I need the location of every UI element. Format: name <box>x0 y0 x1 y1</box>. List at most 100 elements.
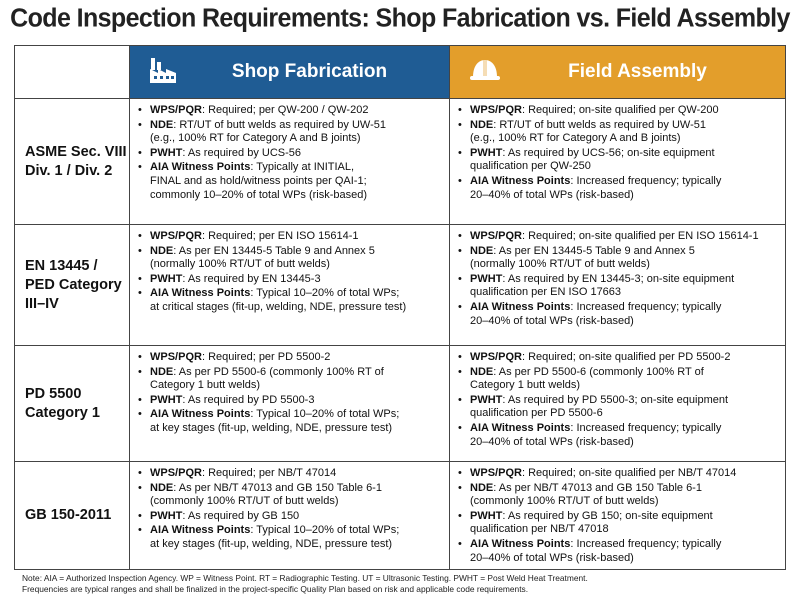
item-text: : As required by GB 150 <box>182 509 300 522</box>
row-code-label: GB 150-2011 <box>15 462 130 569</box>
item-term: PWHT <box>470 272 503 285</box>
item-text: : RT/UT of butt welds as required by UW-… <box>470 118 706 145</box>
table-row: PD 5500 Category 1 WPS/PQR: Required; pe… <box>15 345 785 461</box>
field-cell: WPS/PQR: Required; on-site qualified per… <box>450 99 785 224</box>
item-text: : Increased frequency; typically 20–40% … <box>470 421 722 448</box>
item-term: PWHT <box>150 393 183 406</box>
item-term: NDE <box>470 365 494 378</box>
item-term: PWHT <box>150 272 183 285</box>
item-term: PWHT <box>470 146 503 159</box>
footnote-line: Frequencies are typical ranges and shall… <box>22 584 529 594</box>
item-term: AIA Witness Points <box>470 300 571 313</box>
item-text: : Required; per PD 5500-2 <box>201 351 331 363</box>
item-term: NDE <box>150 244 174 257</box>
item-term: WPS/PQR <box>470 104 522 116</box>
item-text: : As per PD 5500-6 (commonly 100% RT of … <box>150 365 384 392</box>
list-item: WPS/PQR: Required; per EN ISO 15614-1 <box>138 230 443 244</box>
item-text: : Required; per NB/T 47014 <box>201 467 337 479</box>
item-term: WPS/PQR <box>150 230 202 242</box>
item-text: : Typical 10–20% of total WPs; at key st… <box>150 408 400 434</box>
list-item: WPS/PQR: Required; on-site qualified per… <box>458 351 779 365</box>
header-corner-cell <box>15 46 130 98</box>
list-item: AIA Witness Points: Increased frequency;… <box>458 422 779 449</box>
item-term: NDE <box>150 365 174 378</box>
list-item: PWHT: As required by EN 13445-3 <box>138 273 443 287</box>
item-term: WPS/PQR <box>150 351 202 363</box>
list-item: NDE: As per NB/T 47013 and GB 150 Table … <box>138 482 443 509</box>
item-text: : As per EN 13445-5 Table 9 and Annex 5 … <box>150 244 375 271</box>
item-term: NDE <box>470 118 494 131</box>
item-term: WPS/PQR <box>150 104 202 116</box>
page-title: Code Inspection Requirements: Shop Fabri… <box>10 3 790 33</box>
item-text: : Required; per QW-200 / QW-202 <box>201 104 369 116</box>
list-item: WPS/PQR: Required; on-site qualified per… <box>458 230 779 244</box>
list-item: AIA Witness Points: Typical 10–20% of to… <box>138 408 443 435</box>
item-text: : As required by GB 150; on-site equipme… <box>470 509 713 536</box>
header-field-label: Field Assembly <box>568 61 707 82</box>
header-shop-fabrication: Shop Fabrication <box>130 46 450 98</box>
item-term: PWHT <box>470 509 503 522</box>
shop-cell: WPS/PQR: Required; per NB/T 47014 NDE: A… <box>130 462 450 569</box>
item-text: : As required by EN 13445-3; on-site equ… <box>470 272 735 299</box>
list-item: PWHT: As required by UCS-56; on-site equ… <box>458 147 779 174</box>
footnote-line: Note: AIA = Authorized Inspection Agency… <box>22 573 588 583</box>
item-term: WPS/PQR <box>470 467 522 479</box>
list-item: WPS/PQR: Required; per PD 5500-2 <box>138 351 443 365</box>
item-text: : As required by UCS-56 <box>182 146 302 159</box>
field-cell: WPS/PQR: Required; on-site qualified per… <box>450 462 785 569</box>
row-code-label: ASME Sec. VIII Div. 1 / Div. 2 <box>15 99 130 224</box>
item-term: AIA Witness Points <box>470 174 571 187</box>
item-text: : As per NB/T 47013 and GB 150 Table 6-1… <box>150 481 382 508</box>
item-term: PWHT <box>150 509 183 522</box>
item-term: WPS/PQR <box>470 230 522 242</box>
item-term: NDE <box>150 118 174 131</box>
item-term: PWHT <box>470 393 503 406</box>
header-shop-label: Shop Fabrication <box>231 61 388 82</box>
list-item: PWHT: As required by PD 5500-3; on-site … <box>458 394 779 421</box>
row-code-label: EN 13445 / PED Category III–IV <box>15 225 130 345</box>
shop-cell: WPS/PQR: Required; per PD 5500-2 NDE: As… <box>130 346 450 461</box>
item-text: : As per EN 13445-5 Table 9 and Annex 5 … <box>470 244 695 271</box>
list-item: NDE: As per PD 5500-6 (commonly 100% RT … <box>138 366 443 393</box>
item-term: AIA Witness Points <box>470 537 571 550</box>
list-item: PWHT: As required by EN 13445-3; on-site… <box>458 273 779 300</box>
item-text: : As required by UCS-56; on-site equipme… <box>470 146 715 173</box>
list-item: AIA Witness Points: Increased frequency;… <box>458 175 779 202</box>
row-code-label: PD 5500 Category 1 <box>15 346 130 461</box>
item-term: WPS/PQR <box>150 467 202 479</box>
table-row: EN 13445 / PED Category III–IV WPS/PQR: … <box>15 224 785 345</box>
list-item: AIA Witness Points: Increased frequency;… <box>458 538 779 565</box>
list-item: NDE: RT/UT of butt welds as required by … <box>458 119 779 146</box>
hard-hat-icon <box>468 55 502 91</box>
shop-cell: WPS/PQR: Required; per QW-200 / QW-202 N… <box>130 99 450 224</box>
list-item: PWHT: As required by GB 150; on-site equ… <box>458 510 779 537</box>
list-item: NDE: RT/UT of butt welds as required by … <box>138 119 443 146</box>
item-text: : Required; on-site qualified per EN ISO… <box>521 230 759 242</box>
item-term: AIA Witness Points <box>150 408 251 421</box>
item-text: : Increased frequency; typically 20–40% … <box>470 174 722 201</box>
item-term: AIA Witness Points <box>150 524 251 537</box>
field-cell: WPS/PQR: Required; on-site qualified per… <box>450 225 785 345</box>
list-item: NDE: As per PD 5500-6 (commonly 100% RT … <box>458 366 779 393</box>
list-item: WPS/PQR: Required; per QW-200 / QW-202 <box>138 104 443 118</box>
item-term: AIA Witness Points <box>470 421 571 434</box>
table-row: GB 150-2011 WPS/PQR: Required; per NB/T … <box>15 461 785 569</box>
item-term: WPS/PQR <box>470 351 522 363</box>
list-item: PWHT: As required by UCS-56 <box>138 147 443 161</box>
list-item: PWHT: As required by GB 150 <box>138 510 443 524</box>
item-text: : RT/UT of butt welds as required by UW-… <box>150 118 386 145</box>
field-cell: WPS/PQR: Required; on-site qualified per… <box>450 346 785 461</box>
item-text: : As required by PD 5500-3 <box>182 393 315 406</box>
item-term: NDE <box>470 481 494 494</box>
item-text: : Required; on-site qualified per PD 550… <box>521 351 731 363</box>
factory-icon <box>148 55 178 91</box>
footnote: Note: AIA = Authorized Inspection Agency… <box>22 573 792 595</box>
list-item: NDE: As per EN 13445-5 Table 9 and Annex… <box>458 245 779 272</box>
item-text: : Typically at INITIAL, FINAL and as hol… <box>150 161 368 201</box>
item-term: AIA Witness Points <box>150 287 251 300</box>
item-text: : Typical 10–20% of total WPs; at key st… <box>150 524 400 550</box>
item-text: : As per PD 5500-6 (commonly 100% RT of … <box>470 365 704 392</box>
list-item: AIA Witness Points: Typical 10–20% of to… <box>138 287 443 314</box>
list-item: PWHT: As required by PD 5500-3 <box>138 394 443 408</box>
item-text: : Required; on-site qualified per NB/T 4… <box>521 467 737 479</box>
